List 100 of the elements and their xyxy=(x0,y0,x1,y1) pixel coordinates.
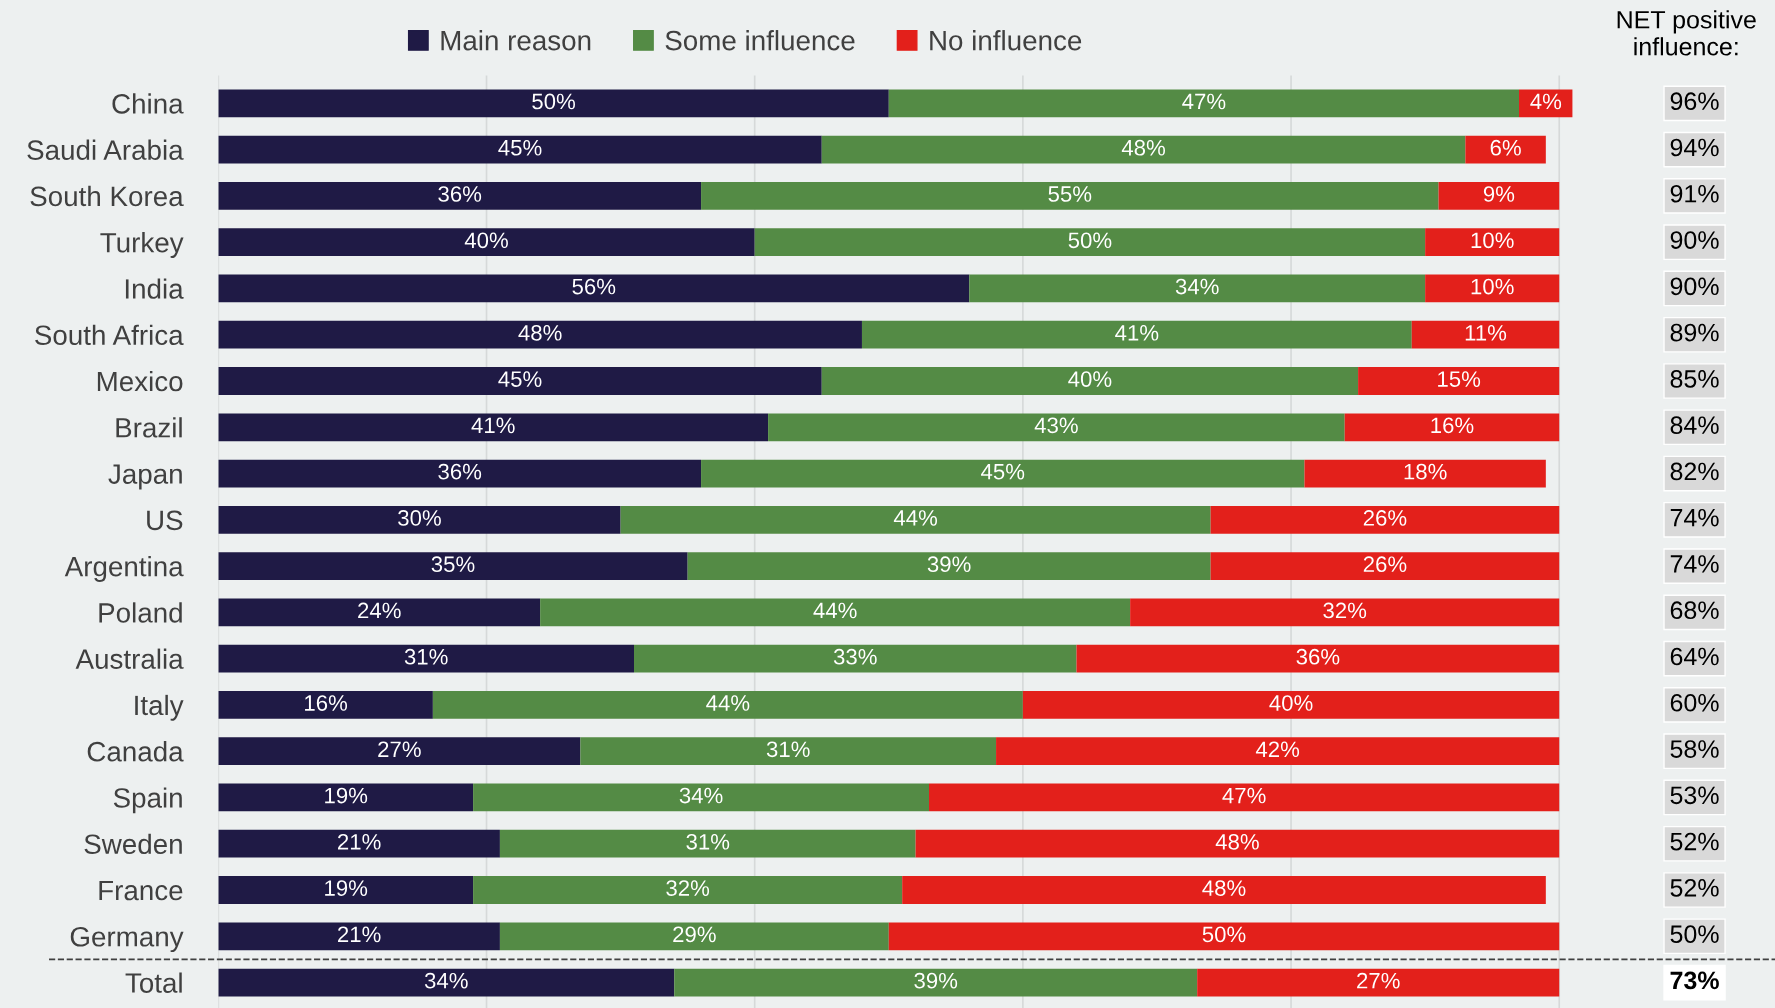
bar xyxy=(1210,552,1560,580)
text: 91% xyxy=(1670,184,1719,203)
data-label: 19% xyxy=(325,787,368,804)
y-tick-label: France xyxy=(99,880,183,901)
bar xyxy=(888,89,1520,118)
y-tick-label: Spain xyxy=(113,787,182,814)
data-label: 29% xyxy=(673,926,716,943)
bar xyxy=(687,552,1211,580)
bar xyxy=(218,552,688,580)
bar xyxy=(1344,413,1560,442)
data-label: 42% xyxy=(1255,741,1300,758)
data-label: 48% xyxy=(1215,833,1259,850)
text: 94% xyxy=(1670,138,1719,157)
y-tick-label: India xyxy=(125,278,184,299)
bar xyxy=(1076,644,1560,673)
text: 64% xyxy=(1670,647,1719,666)
bar xyxy=(218,413,769,442)
bar xyxy=(218,598,541,627)
bar xyxy=(915,829,1560,858)
data-label: 40% xyxy=(1269,695,1313,711)
bar xyxy=(218,320,862,349)
data-label: 40% xyxy=(464,232,508,249)
bar xyxy=(218,644,635,673)
data-label: 15% xyxy=(1438,371,1481,387)
data-label: 47% xyxy=(1182,93,1226,110)
text: 52% xyxy=(1670,832,1719,851)
bar xyxy=(218,182,702,210)
bar xyxy=(1425,228,1560,257)
bar xyxy=(218,968,675,997)
text: 90% xyxy=(1670,231,1719,249)
data-label: 24% xyxy=(358,602,401,619)
text: 58% xyxy=(1670,740,1719,758)
bar xyxy=(674,968,1198,997)
data-label: 50% xyxy=(1202,926,1246,943)
data-label: 47% xyxy=(1222,787,1266,804)
data-label: 32% xyxy=(1323,602,1367,619)
data-label: 16% xyxy=(305,695,348,711)
data-label: 45% xyxy=(981,463,1025,480)
y-tick-label: Argentina xyxy=(64,556,184,582)
text: 84% xyxy=(1670,416,1719,434)
bar xyxy=(540,598,1131,627)
bar xyxy=(1210,505,1560,534)
y-tick-label: US xyxy=(147,510,183,531)
y-tick-label: Sweden xyxy=(84,833,182,855)
bar xyxy=(902,876,1546,904)
bar xyxy=(929,783,1560,812)
data-label: 40% xyxy=(1068,371,1112,387)
text: 50% xyxy=(1670,925,1719,943)
data-label: 36% xyxy=(438,463,482,480)
data-label: 50% xyxy=(532,93,575,110)
data-label: 50% xyxy=(1068,232,1112,249)
bar xyxy=(218,876,474,904)
bar xyxy=(1022,691,1560,719)
data-label: 44% xyxy=(893,510,938,526)
text: 74% xyxy=(1670,508,1719,527)
bar xyxy=(218,922,500,951)
bar xyxy=(821,135,1466,164)
bar xyxy=(701,459,1305,488)
y-tick-label: Australia xyxy=(75,648,184,669)
data-label: 41% xyxy=(1115,325,1159,341)
bar xyxy=(473,783,930,812)
data-label: 26% xyxy=(1363,556,1407,573)
y-tick-label: Germany xyxy=(70,926,184,953)
data-label: 31% xyxy=(404,648,448,665)
bar xyxy=(1304,459,1546,488)
data-label: 30% xyxy=(398,510,441,526)
data-label: 26% xyxy=(1363,510,1407,526)
text: 68% xyxy=(1670,601,1719,620)
data-label: 33% xyxy=(833,648,877,665)
text: 82% xyxy=(1670,462,1719,481)
text: 73% xyxy=(1670,971,1719,990)
data-label: 48% xyxy=(1202,880,1246,896)
bar xyxy=(432,691,1023,719)
bar xyxy=(1425,274,1560,303)
data-label: 43% xyxy=(1034,417,1078,434)
data-label: 16% xyxy=(1431,417,1474,434)
data-label: 45% xyxy=(498,139,542,156)
y-tick-label: South Africa xyxy=(35,324,184,346)
data-label: 44% xyxy=(813,602,857,619)
data-label: 39% xyxy=(927,556,971,573)
y-tick-label: Turkey xyxy=(100,232,184,259)
bar xyxy=(218,829,500,858)
y-tick-label: Japan xyxy=(108,464,182,490)
bar xyxy=(1197,968,1560,997)
bar xyxy=(218,737,581,766)
data-label: 34% xyxy=(1175,278,1219,295)
data-label: 19% xyxy=(325,880,368,896)
data-label: 35% xyxy=(431,556,475,573)
data-label: 31% xyxy=(766,741,810,758)
text: 60% xyxy=(1670,693,1719,712)
bar xyxy=(1411,320,1560,349)
bar xyxy=(218,783,474,812)
bar xyxy=(218,459,702,488)
legend-label: No influence xyxy=(930,30,1082,51)
data-label: 34% xyxy=(424,972,468,989)
bar xyxy=(218,89,889,118)
data-label: 45% xyxy=(498,371,542,387)
bar xyxy=(969,274,1426,303)
data-label: 41% xyxy=(471,417,515,434)
text: 90% xyxy=(1670,277,1719,296)
